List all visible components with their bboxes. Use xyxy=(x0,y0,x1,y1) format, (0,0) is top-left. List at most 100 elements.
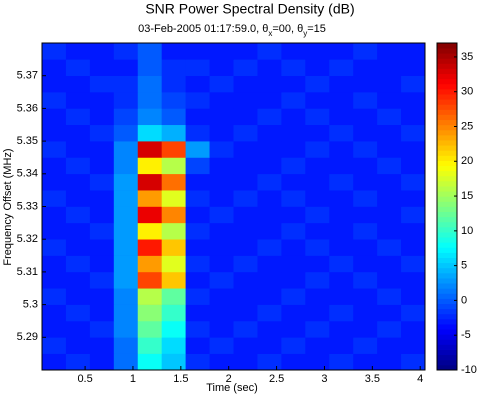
heatmap-cell xyxy=(233,239,258,256)
colorbar-tick-label: 10 xyxy=(461,225,473,237)
heatmap-cell xyxy=(89,108,115,126)
heatmap-cell xyxy=(305,59,330,76)
heatmap-cell xyxy=(185,222,210,240)
colorbar-tick-label: 0 xyxy=(461,294,467,306)
heatmap-cell xyxy=(137,304,162,322)
heatmap-cell xyxy=(353,43,378,60)
heatmap-cell xyxy=(137,190,162,207)
heatmap-cell xyxy=(257,288,282,305)
heatmap-cell xyxy=(137,353,162,371)
x-tick-label: 0.5 xyxy=(77,373,92,385)
heatmap-cell xyxy=(89,222,115,240)
colorbar-band xyxy=(437,313,457,320)
heatmap-cell xyxy=(185,255,210,273)
colorbar-band xyxy=(437,63,457,69)
heatmap-cell xyxy=(42,75,67,93)
colorbar-tick-label: -5 xyxy=(461,329,471,341)
heatmap-cell xyxy=(233,337,258,354)
heatmap-cell xyxy=(65,255,91,273)
colorbar-band xyxy=(437,170,457,177)
colorbar-tick-label: 5 xyxy=(461,260,467,272)
subtitle-part: =00, θ xyxy=(272,23,303,35)
heatmap-cell xyxy=(233,353,258,371)
heatmap-cell xyxy=(377,288,402,305)
colorbar-band xyxy=(437,175,457,182)
heatmap-cell xyxy=(161,337,186,354)
colorbar-band xyxy=(437,288,457,294)
heatmap-cell xyxy=(281,173,306,191)
heatmap-cell xyxy=(209,108,234,126)
heatmap-cell xyxy=(305,288,330,305)
heatmap-cell xyxy=(353,92,378,109)
colorbar-band xyxy=(437,354,457,361)
y-axis-label: Frequency Offset (MHz) xyxy=(2,148,14,265)
heatmap-cell xyxy=(209,124,234,142)
colorbar-band xyxy=(437,48,457,54)
heatmap-cell xyxy=(65,353,91,371)
heatmap-cell xyxy=(401,59,426,76)
heatmap-cell xyxy=(353,157,378,175)
heatmap-cell xyxy=(281,157,306,175)
heatmap-cell xyxy=(209,288,234,305)
heatmap-cell xyxy=(281,222,306,240)
heatmap-cell xyxy=(89,304,115,322)
heatmap-cell xyxy=(42,206,67,224)
heatmap-cell xyxy=(89,255,115,273)
heatmap-cell xyxy=(377,271,402,289)
heatmap-cell xyxy=(401,271,426,289)
heatmap-cell xyxy=(401,353,426,371)
heatmap-cell xyxy=(233,43,258,60)
heatmap-cell xyxy=(353,320,378,338)
heatmap-cell xyxy=(137,288,162,305)
heatmap-cell xyxy=(89,59,115,76)
heatmap-cell xyxy=(209,337,234,354)
heatmap-cell xyxy=(161,43,186,60)
colorbar-band xyxy=(437,298,457,304)
heatmap-cell xyxy=(377,255,402,273)
heatmap-cell xyxy=(305,320,330,338)
heatmap-cell xyxy=(281,255,306,273)
heatmap-cell xyxy=(281,304,306,322)
heatmap-cell xyxy=(377,320,402,338)
heatmap-cell xyxy=(257,190,282,207)
heatmap-cell xyxy=(161,59,186,76)
heatmap-cell xyxy=(401,92,426,109)
x-axis-label: Time (sec) xyxy=(206,382,258,394)
colorbar-tick-label: 35 xyxy=(461,51,473,63)
heatmap-cell xyxy=(377,108,402,126)
colorbar-band xyxy=(437,109,457,115)
heatmap-cell xyxy=(257,320,282,338)
heatmap-cell xyxy=(42,304,67,322)
heatmap-cell xyxy=(65,141,91,158)
heatmap-cell xyxy=(89,206,115,224)
heatmap-cell xyxy=(89,92,115,109)
heatmap-cell xyxy=(89,239,115,256)
heatmap-cell xyxy=(377,59,402,76)
x-tick-label: 2 xyxy=(226,373,232,385)
heatmap-cell xyxy=(353,239,378,256)
heatmap-cell xyxy=(185,337,210,354)
heatmap-cell xyxy=(161,157,186,175)
heatmap-cell xyxy=(42,337,67,354)
heatmap-cell xyxy=(257,255,282,273)
colorbar-band xyxy=(437,186,457,192)
heatmap-cell xyxy=(329,108,354,126)
heatmap-cell xyxy=(65,124,91,142)
colorbar-band xyxy=(437,68,457,75)
heatmap-cell xyxy=(209,190,234,207)
heatmap-cell xyxy=(65,320,91,338)
heatmap-cell xyxy=(137,157,162,175)
heatmap-cell xyxy=(161,239,186,256)
heatmap-cell xyxy=(257,337,282,354)
heatmap-cell xyxy=(377,92,402,109)
heatmap-cell xyxy=(113,173,139,191)
x-tick-label: 3.5 xyxy=(365,373,380,385)
heatmap-cell xyxy=(353,255,378,273)
heatmap-cell xyxy=(89,173,115,191)
heatmap-cell xyxy=(305,337,330,354)
colorbar-band xyxy=(437,257,457,264)
colorbar-band xyxy=(437,339,457,345)
heatmap-cell xyxy=(329,271,354,289)
heatmap-cell xyxy=(185,141,210,158)
heatmap-cell xyxy=(281,337,306,354)
